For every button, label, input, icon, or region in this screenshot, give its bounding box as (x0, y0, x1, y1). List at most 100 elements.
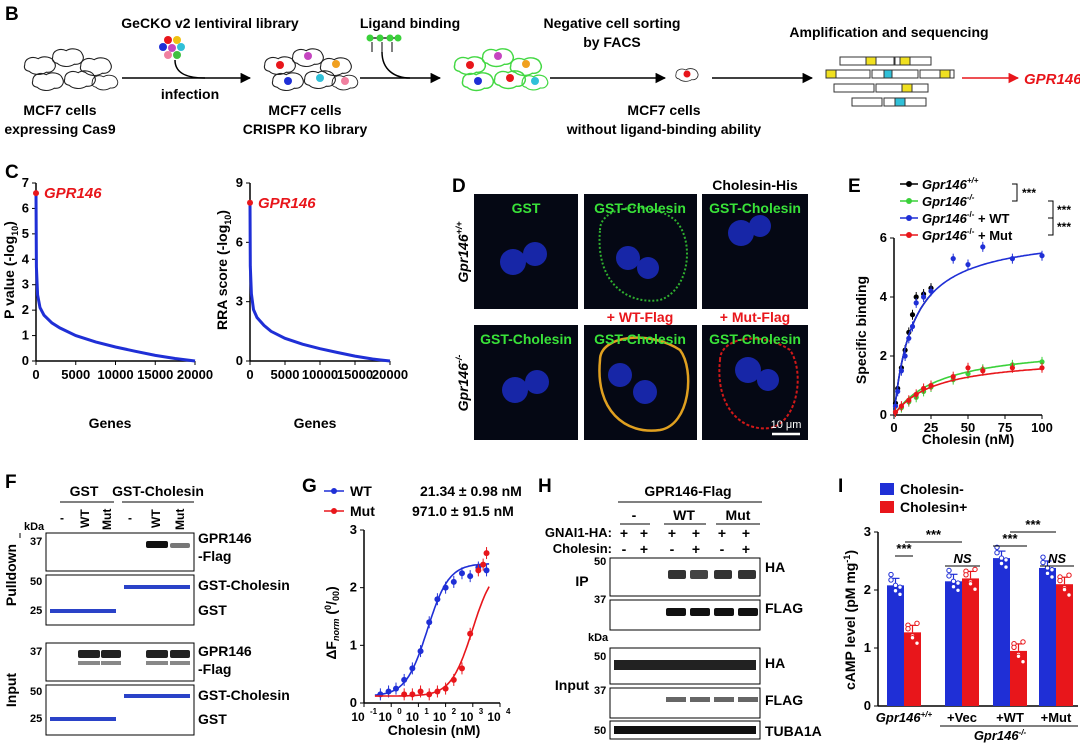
d-label-gst-cholesin-2: GST-Cholesin (709, 200, 801, 216)
data-point (921, 294, 927, 300)
replicate-dot (998, 560, 1005, 567)
ligand-icon (366, 34, 402, 52)
data-point (895, 388, 901, 394)
data-point (950, 374, 956, 380)
x-tick-label: 15000 (337, 367, 373, 382)
y-tick-label: 6 (236, 234, 243, 249)
h-cholesin-label: Cholesin: (553, 541, 612, 556)
d-img-6 (702, 325, 808, 440)
i-x1: +Vec (947, 710, 977, 725)
replicate-dot (914, 620, 920, 627)
g-xlabel: Cholesin (nM) (388, 722, 481, 738)
panel-i: I Cholesin- Cholesin+ 0 1 2 3 *** *** NS *** NS *… (838, 476, 1078, 743)
replicate-dot (950, 584, 957, 590)
h-kda: kDa (588, 632, 609, 644)
g-ylabel: ΔFnorm (0/00) (323, 586, 341, 659)
x-tick-exponent: 1 (424, 707, 429, 716)
replicate-dot (1040, 559, 1046, 566)
gpr146-label: GPR146 (258, 195, 316, 212)
infection-label: infection (161, 86, 219, 102)
data-point (409, 665, 416, 672)
data-point (442, 685, 449, 692)
cells1-line1: MCF7 cells (23, 102, 96, 118)
y-tick-label: 2 (22, 302, 29, 317)
y-tick-label: 6 (22, 200, 29, 215)
bar-minus (993, 558, 1010, 706)
i-chart: 0 1 2 3 *** *** NS *** NS *** (864, 517, 1078, 713)
c-right-xlabel: Genes (294, 415, 337, 431)
replicate-dot (1066, 572, 1072, 578)
data-point (928, 288, 934, 294)
x-tick-exponent: 3 (479, 707, 484, 716)
cells-bound-illustration (453, 48, 549, 92)
g-leg-wt-kd: 21.34 ± 0.98 nM (420, 483, 522, 499)
data-point (902, 353, 908, 359)
data-point (392, 685, 399, 692)
data-point (913, 300, 919, 306)
panel-label-e: E (848, 176, 861, 197)
g-legend: WT 21.34 ± 0.98 nM Mut 971.0 ± 91.5 nM (324, 483, 522, 519)
result-gene: GPR146 (1024, 71, 1080, 88)
i-xgroup: Gpr146-/- (974, 728, 1027, 743)
panel-label-g: G (302, 476, 317, 497)
y-tick-label: 1 (350, 637, 357, 652)
c-left-ylabel: P value (-log10) (1, 221, 20, 319)
f-m25-b: 25 (30, 713, 42, 725)
h-ha-b: HA (765, 655, 785, 671)
x-tick-label: 20000 (177, 367, 213, 382)
data-point (1009, 256, 1016, 262)
y-tick-label: 4 (880, 289, 888, 304)
replicate-dot (888, 577, 894, 583)
d-label-gst-cholesin-4: GST-Cholesin (594, 331, 686, 347)
panel-label-b: B (5, 4, 19, 25)
y-tick-label: 1 (22, 328, 29, 343)
replicate-dot (946, 567, 952, 574)
y-tick-label: 1 (864, 640, 871, 655)
cells2-line1: MCF7 cells (268, 102, 341, 118)
f-gst-cholesin-header: GST-Cholesin (112, 483, 204, 499)
ligand-binding-label: Ligand binding (360, 15, 460, 31)
data-point (434, 688, 441, 695)
e-leg-3: Gpr146-/- + WT (922, 210, 1009, 226)
cells2-line2: CRISPR KO library (243, 121, 368, 137)
data-point (965, 371, 971, 377)
replicate-dot (967, 581, 974, 587)
i-x0: Gpr146+/+ (876, 710, 933, 725)
gene-rank-curve (34, 193, 196, 363)
f-m37-b: 37 (30, 646, 42, 658)
h-ip-blots (609, 557, 761, 631)
f-gst-a: GST (198, 602, 227, 618)
y-tick-label: 2 (880, 348, 887, 363)
panel-f: F GST GST-Cholesin - WT Mut - WT Mut kDa (3, 472, 290, 736)
e-leg-4: Gpr146-/- + Mut (922, 227, 1013, 243)
data-point (950, 256, 956, 262)
h-input-label: Input (555, 677, 590, 693)
y-tick-label: 3 (236, 294, 243, 309)
data-point (909, 312, 916, 318)
f-kda: kDa (24, 521, 45, 533)
f-gst-cholesin-b: GST-Cholesin (198, 687, 290, 703)
f-flag-b: -Flag (198, 661, 231, 677)
i-leg-minus: Cholesin- (900, 481, 964, 497)
cholesin-sign: - (720, 541, 725, 557)
gnai-sign: + (742, 525, 750, 541)
bar-minus (1039, 567, 1056, 706)
y-tick-label: 0 (236, 353, 243, 368)
replicate-dot (892, 588, 899, 594)
x-tick-label: 75 (998, 420, 1012, 435)
data-point (892, 409, 899, 415)
bar-plus (1010, 650, 1027, 706)
replicate-dot (905, 626, 911, 632)
d-yellow-membrane (598, 336, 690, 432)
h-flag-a: FLAG (765, 600, 803, 616)
f-gst-b: GST (198, 711, 227, 727)
sig-label: *** (1002, 531, 1018, 546)
gpr146-label: GPR146 (44, 185, 102, 202)
panel-g: G WT 21.34 ± 0.98 nM Mut 971.0 ± 91.5 nM… (302, 476, 522, 738)
i-ylabel: cAMP level (pM mg-1) (842, 550, 858, 690)
f-gst-cholesin-a: GST-Cholesin (198, 577, 290, 593)
h-m50-c: 50 (594, 725, 606, 737)
x-tick-label: 10000 (302, 367, 338, 382)
h-ha-a: HA (765, 559, 785, 575)
i-leg-swatch-minus (880, 483, 894, 495)
